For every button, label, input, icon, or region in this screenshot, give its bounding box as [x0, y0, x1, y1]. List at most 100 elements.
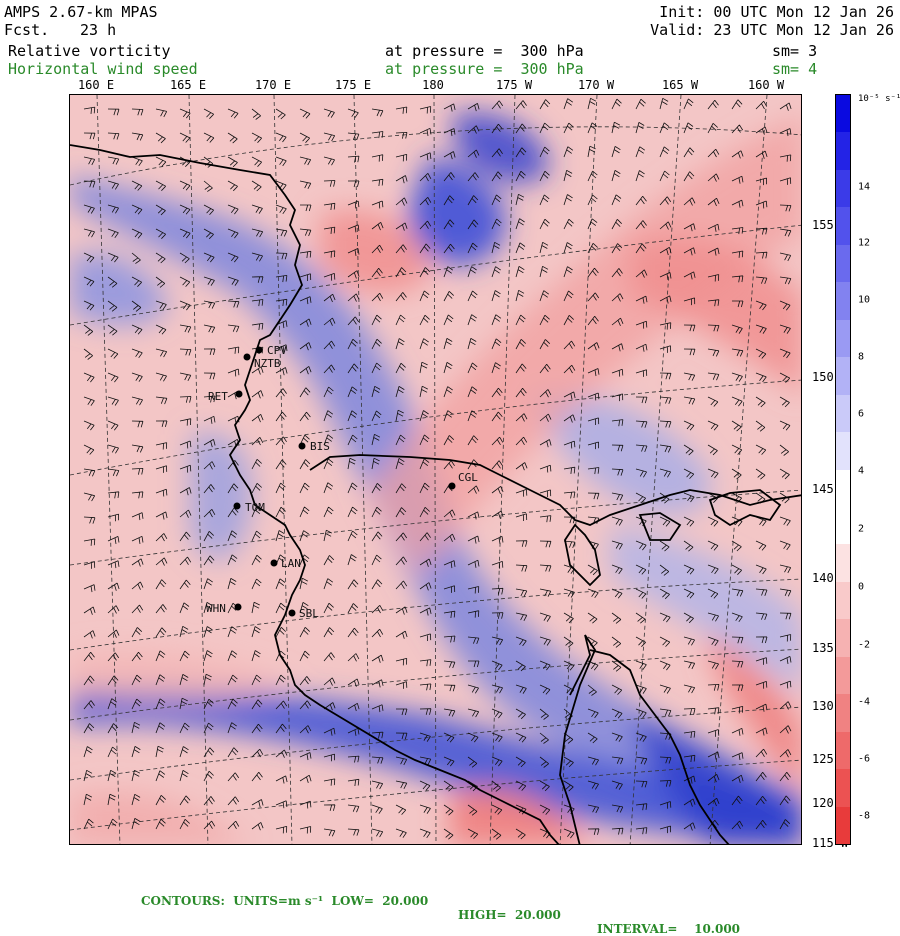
wind-barb	[251, 252, 263, 262]
wind-barb	[275, 775, 288, 784]
wind-barb	[371, 178, 384, 187]
wind-barb	[83, 420, 95, 431]
wind-barb	[491, 561, 504, 569]
wind-barb	[251, 156, 262, 167]
wind-barb	[107, 723, 119, 734]
wind-barb	[683, 122, 694, 134]
wind-barb	[467, 559, 480, 568]
wind-barb	[107, 252, 119, 263]
wind-barb	[467, 586, 480, 594]
wind-barb	[131, 444, 144, 453]
wind-barb	[227, 698, 238, 710]
wind-barb	[443, 314, 454, 326]
wind-barb	[779, 102, 792, 111]
station-bis: BIS	[298, 440, 330, 453]
wind-barb	[707, 564, 719, 575]
wind-barb	[515, 193, 525, 206]
wind-barb	[371, 605, 384, 614]
wind-barb	[323, 677, 336, 686]
wind-barb	[347, 224, 360, 233]
wind-barb	[83, 675, 95, 686]
wind-barb	[515, 828, 526, 840]
colorbar-swatch	[836, 394, 850, 433]
wind-barb	[83, 204, 95, 214]
wind-barb	[83, 769, 93, 782]
wind-barb	[515, 780, 527, 791]
wind-barb	[491, 148, 503, 158]
wind-barb	[515, 218, 525, 230]
wind-barb	[563, 756, 574, 768]
wind-barb	[323, 727, 336, 736]
wind-barb	[371, 108, 384, 117]
wind-barb	[395, 756, 408, 766]
colorbar-swatch	[836, 357, 850, 396]
wind-barb	[683, 540, 694, 552]
wind-barb	[155, 533, 168, 542]
wind-barb	[515, 170, 526, 182]
wind-barb	[563, 588, 575, 598]
wind-barb	[683, 147, 695, 158]
stations: CPV NZTB RET BIS CGL TOM	[206, 344, 478, 620]
wind-barb	[371, 338, 382, 350]
colorbar-swatch	[836, 656, 850, 695]
wind-barb	[203, 626, 213, 638]
wind-barb	[515, 387, 527, 398]
wind-barb	[395, 606, 408, 615]
wind-barb	[347, 702, 360, 712]
colorbar-swatch	[836, 244, 850, 283]
wind-barb	[755, 468, 766, 480]
wind-barb	[659, 322, 672, 330]
wind-barb	[611, 317, 624, 327]
wind-barb	[707, 274, 720, 282]
wind-barb	[323, 506, 334, 518]
wind-barb	[563, 391, 576, 400]
wind-barb	[732, 300, 744, 308]
wind-barb	[155, 420, 168, 428]
wind-barb	[515, 242, 526, 254]
wind-barb	[731, 199, 744, 208]
wind-barb	[107, 582, 120, 591]
wind-barb	[347, 132, 360, 141]
wind-barb	[707, 396, 719, 407]
wind-barb	[659, 444, 672, 453]
wind-barb	[227, 324, 240, 333]
colorbar-tick-neg8: -8	[858, 810, 871, 822]
station-ret: RET	[208, 390, 243, 403]
wind-barb	[323, 434, 334, 446]
wind-barb	[251, 674, 262, 686]
wind-barb	[491, 804, 503, 815]
wind-barb	[299, 800, 312, 809]
wind-barb	[635, 98, 646, 110]
wind-barb	[755, 177, 767, 186]
wind-barb	[611, 804, 624, 813]
wind-barb	[659, 612, 671, 623]
wind-barb	[227, 252, 239, 263]
wind-barb	[347, 506, 358, 518]
wind-barb	[515, 436, 528, 446]
wind-barb	[299, 342, 312, 351]
wind-barb	[251, 650, 261, 662]
wind-barb	[443, 243, 455, 254]
wind-barb	[203, 531, 214, 542]
wind-barb	[203, 722, 214, 734]
wind-barb	[707, 660, 719, 670]
wind-barb	[635, 612, 646, 624]
wind-barb	[179, 372, 192, 381]
wind-barb	[515, 147, 527, 158]
wind-barb	[323, 529, 332, 542]
wind-barb	[371, 554, 382, 566]
field1-level: at pressure = 300 hPa	[385, 42, 584, 60]
wind-barb	[731, 636, 744, 644]
wind-barb	[251, 822, 264, 831]
wind-barb	[131, 468, 144, 475]
wind-barb	[371, 628, 384, 638]
wind-barb	[155, 252, 166, 264]
wind-barb	[347, 338, 358, 350]
wind-barb	[683, 171, 695, 182]
wind-barb	[731, 348, 744, 357]
wind-barb	[155, 698, 166, 710]
colorbar-swatch	[836, 432, 850, 470]
wind-barb	[179, 464, 192, 473]
wind-barb	[419, 434, 430, 446]
wind-barb	[563, 146, 574, 158]
